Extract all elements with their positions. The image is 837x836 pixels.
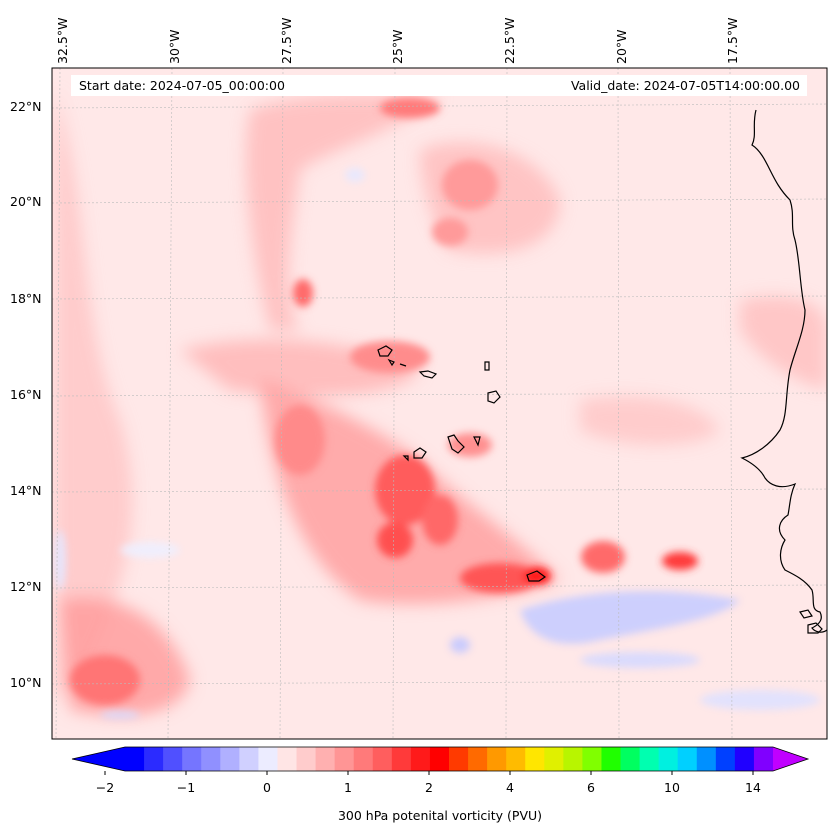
lat-label-14n: 14°N [10,483,42,498]
colorbar-tick-label: −1 [176,780,196,795]
colorbar-tick-label: 10 [664,780,680,795]
colorbar-swatch [449,747,469,771]
colorbar-swatch [525,747,545,771]
colorbar-swatch [487,747,507,771]
colorbar-swatch [372,747,393,771]
colorbar-swatch [334,747,355,771]
lon-label-30w: 30°W [167,29,182,64]
colorbar-swatch [353,747,374,771]
colorbar-tick-label: −2 [95,780,115,795]
colorbar-swatch [677,747,698,771]
colorbar-tick-label: 6 [587,780,595,795]
colorbar-swatch [201,747,221,771]
info-box [71,75,807,96]
colorbar-tick-label: 0 [263,780,271,795]
colorbar-swatch [601,747,622,771]
pv-field [52,68,827,739]
lat-label-10n: 10°N [10,675,42,690]
colorbar-swatch [429,747,450,771]
colorbar-swatch [582,747,602,771]
lat-label-18n: 18°N [10,291,42,306]
colorbar-swatch [658,747,679,771]
colorbar-swatch [734,747,755,771]
map-frame [51,67,828,740]
colorbar-swatch [753,747,774,771]
lon-label-25w: 25°W [390,29,405,64]
colorbar-extend-high [773,747,808,771]
coastline [377,109,827,634]
colorbar-label: 300 hPa potenital vorticity (PVU) [337,808,543,823]
colorbar-swatch [506,747,526,771]
lat-label-16n: 16°N [10,387,42,402]
lon-label-22-5w: 22.5°W [502,17,517,64]
lon-label-32-5w: 32.5°W [55,17,70,64]
colorbar-swatch [715,747,736,771]
colorbar-swatch [639,747,660,771]
lon-label-27-5w: 27.5°W [279,17,294,64]
colorbar-swatch [620,747,641,771]
lat-label-20n: 20°N [10,194,42,209]
colorbar-extend-low [72,747,125,771]
colorbar-swatch [125,747,145,771]
colorbar-swatch [239,747,259,771]
colorbar-swatch [696,747,717,771]
colorbar-tick-label: 2 [425,780,433,795]
colorbar-swatch [277,747,298,771]
lon-label-20w: 20°W [614,29,629,64]
colorbar-swatch [410,747,431,771]
lat-label-12n: 12°N [10,579,42,594]
colorbar-swatch [144,747,164,771]
colorbar-swatch [220,747,240,771]
colorbar-outline [71,746,810,772]
colorbar-swatch [544,747,564,771]
colorbar-swatch [391,747,412,771]
lat-label-22n: 22°N [10,99,42,114]
colorbar-swatch [258,747,278,771]
colorbar-tick-label: 4 [506,780,514,795]
colorbar [71,746,810,775]
colorbar-swatch [468,747,488,771]
colorbar-tick-label: 14 [745,780,761,795]
colorbar-tick-label: 1 [344,780,352,795]
colorbar-swatch [182,747,202,771]
valid-date-text: Valid_date: 2024-07-05T14:00:00.00 [570,78,800,93]
colorbar-swatch [315,747,336,771]
start-date-text: Start date: 2024-07-05_00:00:00 [79,78,285,93]
graticule [52,68,827,739]
colorbar-swatch [163,747,183,771]
lon-label-17-5w: 17.5°W [725,17,740,64]
colorbar-swatch [296,747,317,771]
colorbar-swatch [563,747,583,771]
